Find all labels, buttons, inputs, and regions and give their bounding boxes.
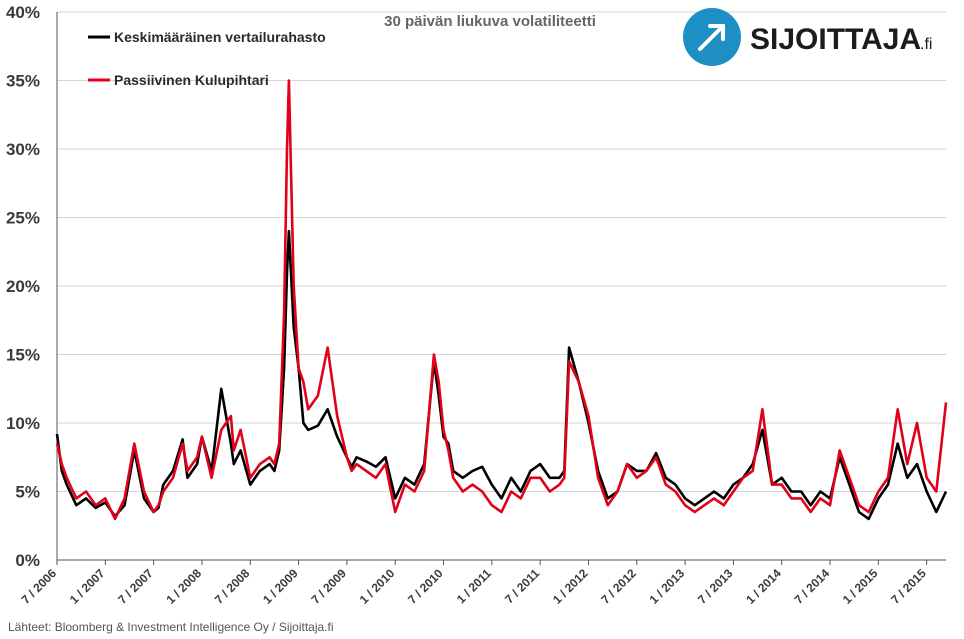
- series-lines: [55, 79, 948, 521]
- x-tick-label: 7 / 2006: [19, 566, 60, 607]
- x-tick-label: 1 / 2010: [357, 566, 398, 607]
- x-tick-label: 7 / 2015: [888, 566, 929, 607]
- source-note: Lähteet: Bloomberg & Investment Intellig…: [8, 620, 334, 634]
- y-tick-label: 20%: [6, 277, 40, 296]
- y-tick-label: 15%: [6, 346, 40, 365]
- x-tick-label: 7 / 2007: [115, 566, 156, 607]
- series-line-passive: [55, 79, 948, 521]
- x-tick-label: 1 / 2011: [454, 566, 494, 606]
- grid-lines: [57, 11, 946, 492]
- x-tick-label: 1 / 2007: [67, 566, 108, 607]
- series-line-benchmark: [55, 229, 948, 521]
- x-tick-label: 7 / 2011: [502, 566, 542, 606]
- axes: [56, 12, 946, 561]
- x-tick-label: 7 / 2012: [598, 566, 639, 607]
- x-tick-label: 7 / 2009: [308, 566, 349, 607]
- x-tick-label: 1 / 2008: [163, 566, 204, 607]
- x-tick-label: 1 / 2012: [550, 566, 591, 607]
- brand-suffix: .fi: [920, 36, 932, 53]
- y-tick-label: 10%: [6, 414, 40, 433]
- y-tick-label: 5%: [15, 483, 40, 502]
- arrow-up-right-icon: [698, 24, 725, 51]
- y-tick-label: 0%: [15, 551, 40, 570]
- x-tick-label: 1 / 2014: [743, 566, 784, 607]
- x-tick-label: 7 / 2008: [212, 566, 253, 607]
- y-tick-label: 25%: [6, 209, 40, 228]
- x-tick-label: 1 / 2013: [647, 566, 688, 607]
- y-tick-label: 40%: [6, 3, 40, 22]
- legend: Keskimääräinen vertailurahasto Passiivin…: [88, 29, 326, 88]
- x-tick-label: 1 / 2009: [260, 566, 301, 607]
- legend-label-benchmark: Keskimääräinen vertailurahasto: [114, 29, 326, 45]
- brand-name: SIJOITTAJA: [750, 23, 921, 56]
- x-tick-label: 7 / 2013: [695, 566, 736, 607]
- x-tick-label: 7 / 2014: [792, 566, 833, 607]
- y-tick-labels: 0% 5% 10% 15% 20% 25% 30% 35% 40%: [6, 3, 40, 570]
- y-tick-label: 30%: [6, 140, 40, 159]
- chart-title: 30 päivän liukuva volatiliteetti: [384, 13, 596, 30]
- x-tick-label: 1 / 2015: [840, 566, 881, 607]
- x-tick-labels: 7 / 2006 1 / 2007 7 / 2007 1 / 2008 7 / 2008…: [19, 560, 929, 607]
- legend-label-passive: Passiivinen Kulupihtari: [114, 72, 269, 88]
- brand-logo: SIJOITTAJA .fi: [683, 8, 932, 66]
- y-tick-label: 35%: [6, 72, 40, 91]
- x-tick-label: 7 / 2010: [405, 566, 446, 607]
